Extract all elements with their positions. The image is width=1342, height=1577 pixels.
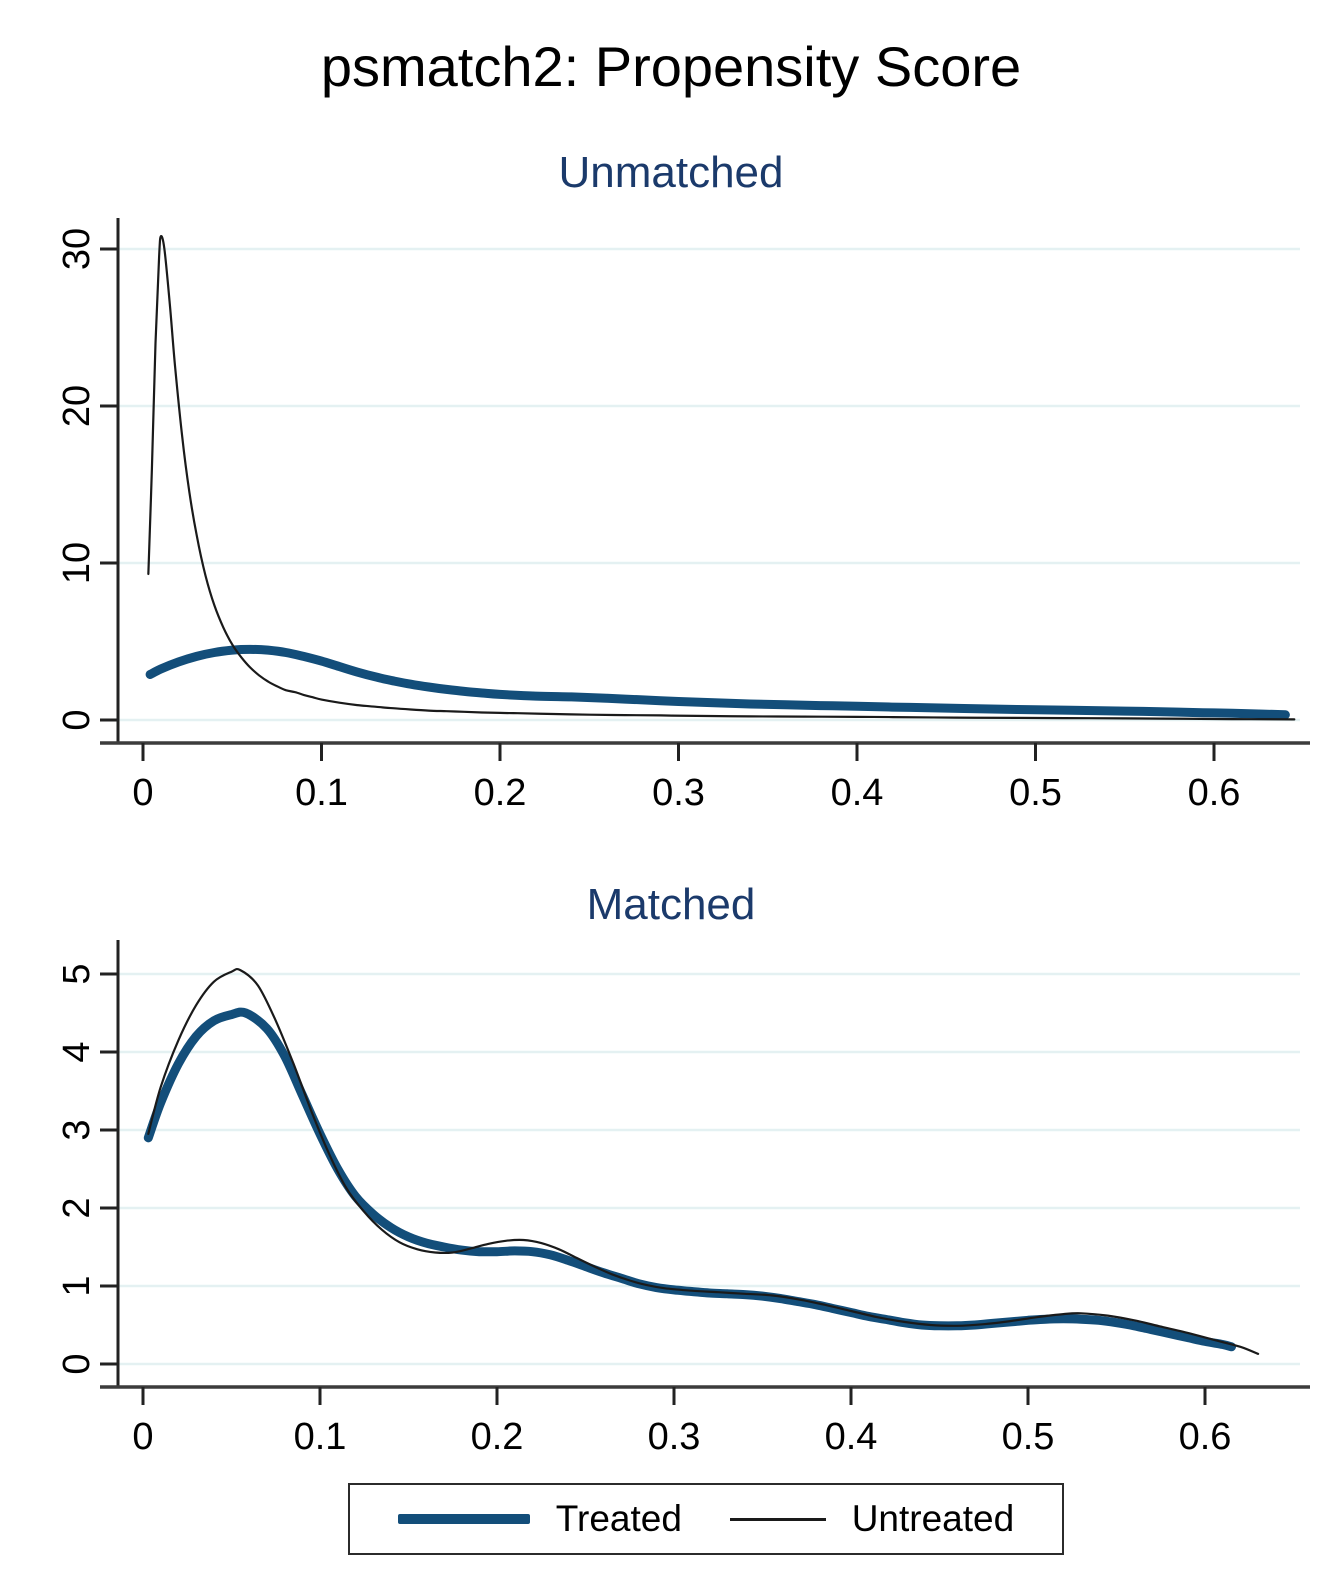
page-title: psmatch2: Propensity Score: [320, 35, 1022, 98]
matched-y-tick-label: 0: [56, 1353, 98, 1374]
unmatched-untreated-curve: [147, 235, 1296, 721]
legend-item-untreated: Untreated: [729, 1498, 1015, 1540]
matched-x-tick-label: 0.3: [648, 1416, 701, 1458]
matched-y-tick-label: 3: [56, 1119, 98, 1140]
legend: Treated Untreated: [348, 1483, 1064, 1555]
unmatched-x-tick-label: 0.5: [1009, 772, 1062, 810]
unmatched-treated-curve: [145, 644, 1290, 720]
matched-x-tick-label: 0.1: [294, 1416, 347, 1458]
legend-label-untreated: Untreated: [851, 1498, 1015, 1539]
matched-y-tick-label: 2: [56, 1197, 98, 1218]
matched-y-tick-label: 1: [56, 1275, 98, 1296]
unmatched-x-tick-label: 0.6: [1188, 772, 1241, 810]
unmatched-y-tick-label: 10: [56, 542, 98, 584]
unmatched-gridlines: [118, 247, 1300, 722]
unmatched-y-tick-label: 30: [56, 228, 98, 270]
unmatched-y-tick-label: 20: [56, 385, 98, 427]
unmatched-x-tick-label: 0.2: [474, 772, 527, 810]
unmatched-y-tick-label: 0: [56, 709, 98, 730]
unmatched-x-tick-label: 0.1: [295, 772, 348, 810]
matched-plot: 0 1 2 3 4 5 0 0.1 0.2 0.3 0.4 0.5 0.6: [56, 940, 1310, 1458]
matched-x-tick-label: 0.6: [1179, 1416, 1232, 1458]
matched-untreated-curve: [147, 967, 1260, 1355]
legend-item-treated: Treated: [397, 1498, 682, 1540]
unmatched-x-tick-label: 0.4: [831, 772, 884, 810]
matched-panel-title: Matched: [586, 880, 756, 929]
matched-gridlines: [118, 972, 1300, 1366]
unmatched-panel-title: Unmatched: [558, 148, 784, 197]
untreated-line-sample: [729, 1517, 826, 1521]
matched-axes: 0 1 2 3 4 5 0 0.1 0.2 0.3 0.4 0.5 0.6: [56, 940, 1310, 1458]
matched-y-tick-label: 4: [56, 1041, 98, 1062]
unmatched-x-tick-label: 0: [132, 772, 153, 810]
matched-x-tick-label: 0.4: [825, 1416, 878, 1458]
legend-label-treated: Treated: [555, 1498, 682, 1539]
matched-x-tick-label: 0.5: [1002, 1416, 1055, 1458]
unmatched-plot: 0 10 20 30 0 0.1 0.2 0.3 0.4 0.5 0.6: [56, 218, 1310, 810]
matched-treated-curve: [143, 1007, 1236, 1352]
matched-x-tick-label: 0: [132, 1416, 153, 1458]
matched-x-tick-label: 0.2: [471, 1416, 524, 1458]
treated-line-sample: [397, 1514, 530, 1524]
unmatched-axes: 0 10 20 30 0 0.1 0.2 0.3 0.4 0.5 0.6: [56, 218, 1310, 810]
matched-y-tick-label: 5: [56, 963, 98, 984]
unmatched-x-tick-label: 0.3: [652, 772, 705, 810]
